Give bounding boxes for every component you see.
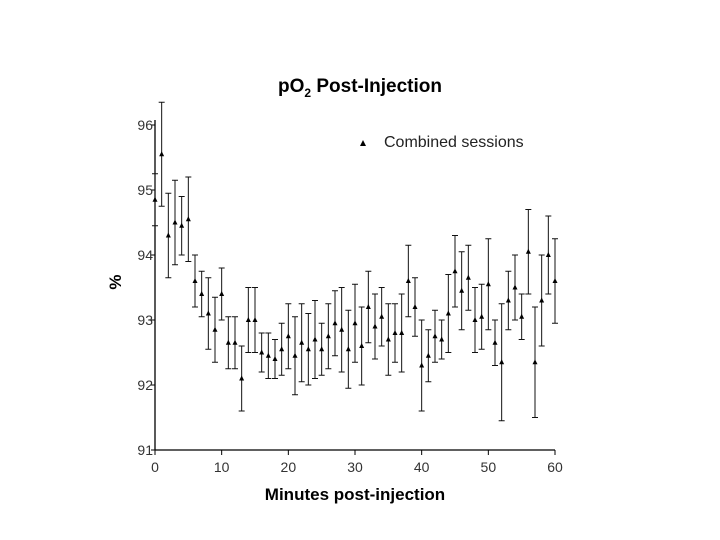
data-point [405,278,411,283]
data-point [532,359,538,365]
x-tick-label: 0 [151,459,159,475]
y-axis-label: % [106,274,125,290]
data-point [545,252,551,257]
data-point [399,330,405,335]
data-point [259,349,265,355]
data-point [272,356,278,361]
y-tick-label: 96 [137,117,153,133]
x-axis-label: Minutes post-injection [264,485,446,504]
y-tick-label: 92 [137,377,153,393]
data-point [165,232,171,238]
data-point [265,352,271,358]
data-point [525,248,531,254]
data-point [172,219,178,225]
data-point [199,291,205,296]
data-point [205,310,211,316]
data-point [232,339,238,345]
data-point [292,352,298,358]
data-point [472,317,478,322]
data-point [432,333,438,339]
x-tick-label: 50 [481,459,497,475]
data-point [305,346,311,352]
chart-title: pO2 Post-Injection [0,76,720,100]
data-point [159,151,165,157]
x-tick-label: 20 [281,459,297,475]
x-tick-label: 40 [414,459,430,475]
data-point [352,320,358,326]
y-tick-label: 91 [137,442,153,458]
data-point [465,274,471,280]
data-point [285,333,291,339]
data-point [365,304,371,309]
data-point [245,317,251,322]
x-tick-label: 60 [547,459,563,475]
data-point [339,326,345,332]
chart-title-rest: Post-Injection [311,76,442,97]
data-point [499,359,505,365]
data-point [412,304,418,309]
data-point [345,346,351,352]
data-point [239,375,245,381]
data-point [252,317,258,322]
chart-title-main: pO [278,76,305,97]
data-point [485,281,491,287]
data-point [479,313,485,319]
data-point [225,339,231,345]
x-tick-label: 10 [214,459,230,475]
data-point [219,291,225,296]
data-point [425,352,431,358]
y-tick-label: 93 [137,312,153,328]
data-point [312,336,318,342]
chart-title-subscript: 2 [304,85,312,100]
legend-label: Combined sessions [384,134,524,151]
data-point [192,278,198,283]
data-point [212,326,218,332]
data-point [419,362,425,368]
data-point [332,320,338,326]
data-point [152,196,158,202]
data-point [512,284,518,290]
y-tick-label: 95 [137,182,153,198]
data-point [445,310,451,316]
data-point [519,313,525,319]
data-point [452,268,458,274]
y-tick-label: 94 [137,247,153,263]
data-point [385,336,391,342]
data-point [319,346,325,352]
data-point [552,278,558,283]
data-point [539,297,545,303]
legend-marker-icon [360,139,366,146]
data-point [439,336,445,342]
data-point [492,339,498,345]
data-point [359,343,365,348]
data-point [179,222,185,228]
x-tick-label: 30 [347,459,363,475]
legend: Combined sessions [360,134,524,152]
data-point [459,287,465,293]
data-point [505,297,511,303]
data-point [325,333,331,339]
data-point [279,346,285,352]
data-point [372,323,378,329]
data-point [185,216,191,222]
data-point [392,330,398,335]
data-point [379,313,385,319]
data-point [299,339,305,345]
